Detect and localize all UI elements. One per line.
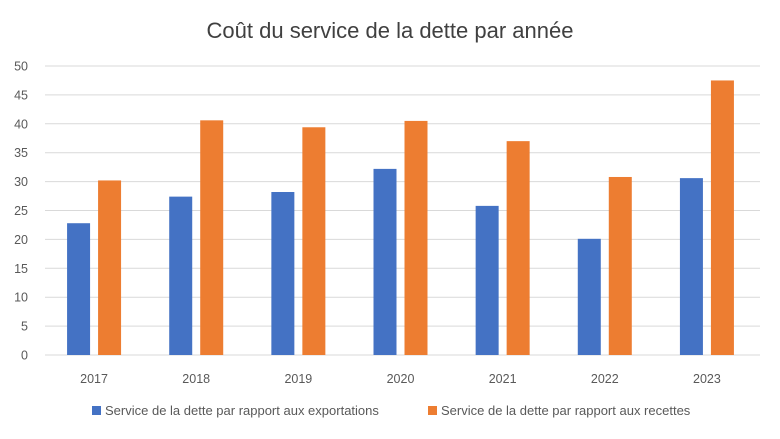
- bar-recettes-2017: [98, 180, 122, 355]
- bar-exportations-2023: [679, 178, 703, 355]
- x-tick-label: 2017: [80, 372, 108, 386]
- legend-swatch: [428, 406, 437, 415]
- bar-exportations-2019: [271, 192, 295, 355]
- gridlines: [45, 65, 760, 356]
- y-tick-label: 25: [14, 204, 28, 218]
- x-tick-label: 2019: [284, 372, 312, 386]
- y-tick-label: 50: [14, 60, 28, 74]
- y-tick-label: 30: [14, 175, 28, 189]
- x-tick-label: 2021: [489, 372, 517, 386]
- legend: Service de la dette par rapport aux expo…: [92, 403, 691, 418]
- bars: [67, 80, 734, 355]
- bar-recettes-2018: [200, 120, 224, 355]
- y-tick-label: 35: [14, 146, 28, 160]
- bar-recettes-2019: [302, 127, 326, 355]
- legend-label: Service de la dette par rapport aux expo…: [105, 403, 379, 418]
- bar-exportations-2022: [577, 238, 601, 355]
- x-axis-ticks: 2017 2018 2019 2020 2021 2022 2023: [80, 372, 721, 386]
- y-tick-label: 5: [21, 320, 28, 334]
- x-tick-label: 2022: [591, 372, 619, 386]
- bar-recettes-2021: [506, 141, 530, 355]
- bar-recettes-2022: [608, 176, 632, 355]
- y-tick-label: 40: [14, 117, 28, 131]
- y-tick-label: 20: [14, 233, 28, 247]
- y-axis-ticks: 0 5 10 15 20 25 30 35 40 45 50: [14, 60, 28, 363]
- y-tick-label: 0: [21, 349, 28, 363]
- x-tick-label: 2018: [182, 372, 210, 386]
- bar-exportations-2017: [67, 223, 91, 355]
- y-tick-label: 15: [14, 262, 28, 276]
- bar-exportations-2018: [169, 196, 193, 355]
- chart-title: Coût du service de la dette par année: [207, 18, 574, 43]
- y-tick-label: 10: [14, 291, 28, 305]
- bar-recettes-2023: [710, 80, 734, 355]
- y-tick-label: 45: [14, 88, 28, 102]
- bar-recettes-2020: [404, 120, 428, 355]
- legend-swatch: [92, 406, 101, 415]
- bar-exportations-2021: [475, 205, 499, 355]
- x-tick-label: 2020: [387, 372, 415, 386]
- x-tick-label: 2023: [693, 372, 721, 386]
- bar-exportations-2020: [373, 168, 397, 355]
- legend-label: Service de la dette par rapport aux rece…: [441, 403, 691, 418]
